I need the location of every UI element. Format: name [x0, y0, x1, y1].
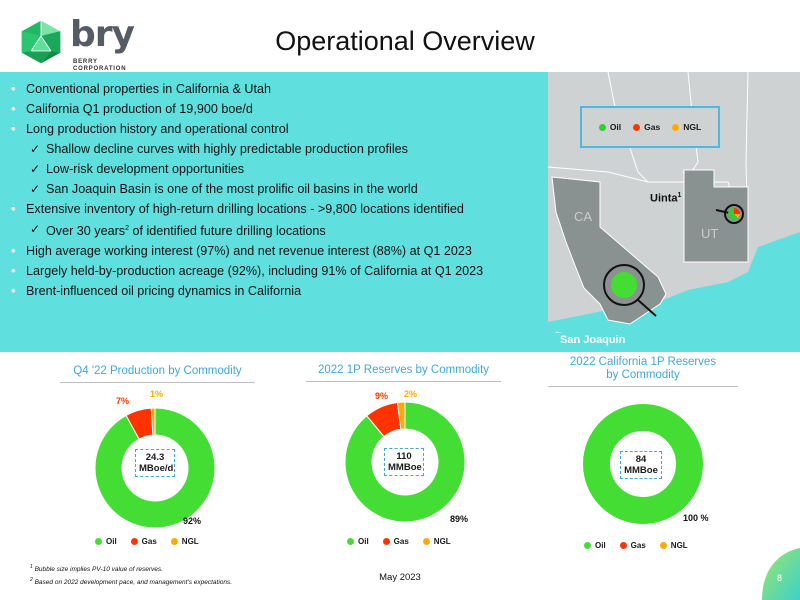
legend-item-gas: Gas	[619, 541, 646, 550]
footnotes: 1 Bubble size implies PV-10 value of res…	[30, 562, 232, 588]
data-label-gas: 9%	[375, 391, 389, 401]
footnote-2: 2 Based on 2022 development pace, and ma…	[30, 577, 233, 587]
donut-slice-ngl	[150, 407, 156, 436]
chart-legend: Oil Gas NGL	[347, 537, 451, 546]
chart-legend: Oil Gas NGL	[95, 537, 199, 546]
sub-bullet-item: Over 30 years2 of identified future dril…	[8, 219, 548, 241]
gem-logo-icon	[20, 19, 62, 65]
chart-rule	[548, 386, 738, 387]
data-label-ngl: 2%	[404, 389, 418, 399]
legend-item-oil: Oil	[95, 537, 117, 546]
donut-center-label: 24.3 MBoe/d	[135, 449, 175, 477]
bullet-list: Conventional properties in California & …	[8, 79, 548, 301]
california-state	[551, 176, 667, 325]
bullet-item: High average working interest (97%) and …	[8, 241, 548, 261]
donut-slice-oil	[344, 401, 466, 523]
legend-item-ngl: NGL	[170, 537, 199, 546]
berry-logo: bry BERRY CORPORATION	[18, 14, 138, 72]
chart-title-production: Q4 '22 Production by Commodity	[73, 365, 242, 377]
data-label-gas: 7%	[116, 396, 130, 406]
legend-item-ngl: NGL	[672, 122, 701, 132]
presentation-date: May 2023	[379, 572, 421, 583]
logo-wordmark: bry	[70, 14, 135, 55]
basin-label-uinta: Uinta1	[650, 192, 682, 205]
data-label-oil: 89%	[450, 514, 469, 524]
data-label-oil: 92%	[183, 516, 202, 526]
donut-chart-production	[94, 407, 216, 529]
donut-slice-oil	[94, 407, 216, 529]
page-title: Operational Overview	[275, 26, 535, 56]
legend-item-gas: Gas	[633, 122, 660, 132]
data-label-ngl: 1%	[150, 389, 164, 399]
chart-title-reserves: 2022 1P Reserves by Commodity	[317, 364, 490, 376]
legend-item-oil: Oil	[584, 541, 606, 550]
bullet-item: Conventional properties in California & …	[8, 79, 548, 99]
map-legend: Oil Gas NGL	[580, 106, 720, 148]
sub-bullet-item: Low-risk development opportunities	[8, 159, 548, 179]
data-label-oil: 100 %	[683, 513, 709, 523]
donut-slice-ngl	[396, 401, 406, 430]
donut-center-label: 84 MMBoe	[620, 451, 662, 479]
donut-center-label: 110 MMBoe	[384, 448, 424, 476]
legend-item-ngl: NGL	[659, 541, 688, 550]
bullet-item: Long production history and operational …	[8, 119, 548, 139]
legend-item-oil: Oil	[598, 122, 621, 132]
bullet-item: Largely held-by-production acreage (92%)…	[8, 261, 548, 281]
chart-rule	[306, 381, 501, 382]
legend-item-gas: Gas	[382, 537, 409, 546]
footnote-1: 1 Bubble size implies PV-10 value of res…	[30, 564, 163, 574]
chart-rule	[60, 382, 255, 383]
bullet-item: Brent-influenced oil pricing dynamics in…	[8, 281, 548, 301]
bullet-item: Extensive inventory of high-return drill…	[8, 199, 548, 219]
legend-item-ngl: NGL	[422, 537, 451, 546]
legend-item-gas: Gas	[130, 537, 157, 546]
legend-item-oil: Oil	[347, 537, 369, 546]
logo-subtext: BERRY CORPORATION	[73, 59, 127, 72]
donut-chart-ca-reserves	[583, 404, 703, 524]
basin-label-san-joaquin: San Joaquin	[558, 333, 628, 347]
state-label-ut: UT	[701, 226, 719, 241]
utah-state	[683, 169, 749, 263]
sub-bullet-item: Shallow decline curves with highly predi…	[8, 139, 548, 159]
donut-chart-reserves	[344, 401, 466, 523]
corner-accent	[762, 548, 800, 600]
bullet-item: California Q1 production of 19,900 boe/d	[8, 99, 548, 119]
page-number: 8	[777, 573, 783, 583]
state-label-ca: CA	[574, 209, 593, 224]
chart-legend: Oil Gas NGL	[584, 541, 688, 550]
chart-title-ca-reserves: 2022 California 1P Reserves by Commodity	[569, 356, 717, 381]
donut-slice-oil	[583, 404, 703, 524]
sub-bullet-item: San Joaquin Basin is one of the most pro…	[8, 179, 548, 199]
